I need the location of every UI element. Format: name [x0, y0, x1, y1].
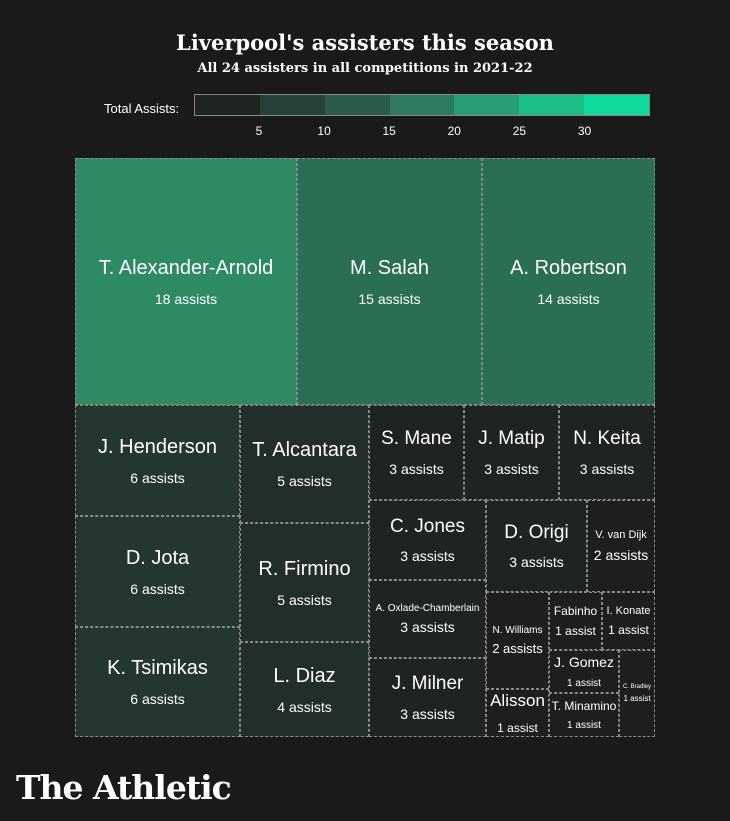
- cell-name: I. Konate: [606, 604, 651, 617]
- cell-value: 6 assists: [130, 691, 185, 707]
- treemap-cell: N. Keita 3 assists: [559, 405, 655, 500]
- cell-value: 5 assists: [277, 591, 332, 608]
- cell-name: J. Matip: [478, 428, 545, 450]
- chart-title: Liverpool's assisters this season: [176, 30, 554, 55]
- legend-swatch: [389, 95, 455, 115]
- cell-value: 1 assist: [608, 623, 649, 638]
- cell-value: 5 assists: [277, 473, 332, 489]
- legend-tick: 25: [512, 124, 527, 138]
- treemap-cell: V. van Dijk 2 assists: [587, 500, 655, 592]
- cell-value: 2 assists: [593, 547, 649, 564]
- legend-swatch: [454, 95, 520, 115]
- cell-value: 3 assists: [400, 705, 455, 722]
- cell-name: C. Jones: [390, 515, 465, 537]
- legend-tick: 20: [447, 124, 461, 138]
- cell-value: 1 assist: [623, 693, 651, 703]
- cell-name: J. Henderson: [98, 435, 217, 458]
- cell-name: M. Salah: [350, 256, 429, 279]
- cell-name: D. Origi: [504, 521, 569, 543]
- cell-name: K. Tsimikas: [107, 657, 208, 679]
- cell-name: R. Firmino: [258, 557, 351, 580]
- cell-value: 18 assists: [154, 290, 218, 307]
- treemap-cell: T. Alcantara 5 assists: [240, 405, 369, 523]
- treemap-cell: Alisson 1 assist: [486, 689, 549, 737]
- treemap-cell: J. Milner 3 assists: [369, 658, 486, 737]
- cell-name: A. Oxlade-Chamberlain: [375, 602, 480, 614]
- legend-swatch: [584, 95, 650, 115]
- treemap-cell: I. Konate 1 assist: [602, 592, 655, 650]
- cell-name: S. Mane: [381, 428, 452, 450]
- treemap-cell: A. Oxlade-Chamberlain 3 assists: [369, 580, 486, 658]
- legend-swatch: [324, 95, 390, 115]
- treemap-cell: Fabinho 1 assist: [549, 592, 602, 650]
- treemap-cell: T. Minamino 1 assist: [549, 693, 619, 737]
- treemap-cell: C. Bradley 1 assist: [619, 650, 655, 737]
- cell-name: T. Alexander-Arnold: [98, 256, 274, 279]
- cell-name: J. Gomez: [554, 654, 614, 671]
- cell-value: 1 assist: [567, 719, 601, 731]
- legend-swatch: [259, 95, 325, 115]
- treemap-cell: J. Henderson 6 assists: [75, 405, 240, 516]
- cell-name: V. van Dijk: [595, 528, 647, 541]
- cell-name: T. Alcantara: [252, 439, 357, 461]
- cell-value: 6 assists: [130, 469, 185, 486]
- treemap-cell: D. Origi 3 assists: [486, 500, 587, 592]
- cell-name: D. Jota: [125, 546, 190, 569]
- cell-name: Fabinho: [553, 603, 598, 618]
- treemap-cell: A. Robertson 14 assists: [482, 158, 655, 405]
- cell-value: 14 assists: [537, 290, 600, 307]
- cell-name: A. Robertson: [510, 256, 627, 279]
- cell-name: L. Diaz: [273, 664, 336, 687]
- treemap-cell: C. Jones 3 assists: [369, 500, 486, 580]
- cell-name: C. Bradley: [622, 684, 651, 691]
- legend-swatch: [195, 95, 260, 115]
- treemap-cell: M. Salah 15 assists: [297, 158, 482, 405]
- cell-value: 2 assists: [492, 641, 543, 657]
- legend-tick: 10: [317, 124, 331, 138]
- treemap-cell: T. Alexander-Arnold 18 assists: [75, 158, 297, 405]
- cell-value: 3 assists: [400, 619, 455, 636]
- legend-tick: 15: [382, 124, 396, 138]
- legend-color-scale: [194, 94, 650, 116]
- legend-label: Total Assists:: [104, 101, 180, 116]
- cell-value: 1 assist: [555, 624, 596, 639]
- treemap-cell: J. Matip 3 assists: [464, 405, 559, 500]
- cell-value: 3 assists: [484, 460, 539, 477]
- treemap-cell: R. Firmino 5 assists: [240, 523, 369, 642]
- legend-tick: 5: [255, 124, 263, 138]
- treemap-cell: K. Tsimikas 6 assists: [75, 627, 240, 737]
- cell-value: 3 assists: [579, 460, 635, 477]
- cell-value: 4 assists: [277, 698, 332, 715]
- legend-tick: 30: [577, 124, 592, 138]
- treemap-cell: D. Jota 6 assists: [75, 516, 240, 627]
- cell-value: 1 assist: [567, 677, 601, 689]
- treemap-cell: S. Mane 3 assists: [369, 405, 464, 500]
- cell-name: N. Keita: [573, 428, 641, 450]
- cell-name: J. Milner: [391, 673, 464, 695]
- cell-name: T. Minamino: [551, 699, 617, 714]
- treemap-cell: L. Diaz 4 assists: [240, 642, 369, 737]
- chart-subtitle: All 24 assisters in all competitions in …: [197, 61, 533, 76]
- legend-swatch: [519, 95, 585, 115]
- cell-value: 6 assists: [130, 580, 185, 597]
- cell-value: 1 assist: [497, 720, 538, 735]
- treemap-cell: N. Williams 2 assists: [486, 592, 549, 689]
- cell-value: 3 assists: [400, 548, 455, 565]
- treemap-cell: J. Gomez 1 assist: [549, 650, 619, 693]
- cell-value: 3 assists: [509, 554, 564, 571]
- the-athletic-logo: The Athletic: [16, 768, 232, 807]
- cell-name: Alisson: [490, 691, 545, 711]
- cell-value: 3 assists: [389, 460, 444, 477]
- cell-name: N. Williams: [492, 624, 543, 636]
- cell-value: 15 assists: [358, 290, 421, 307]
